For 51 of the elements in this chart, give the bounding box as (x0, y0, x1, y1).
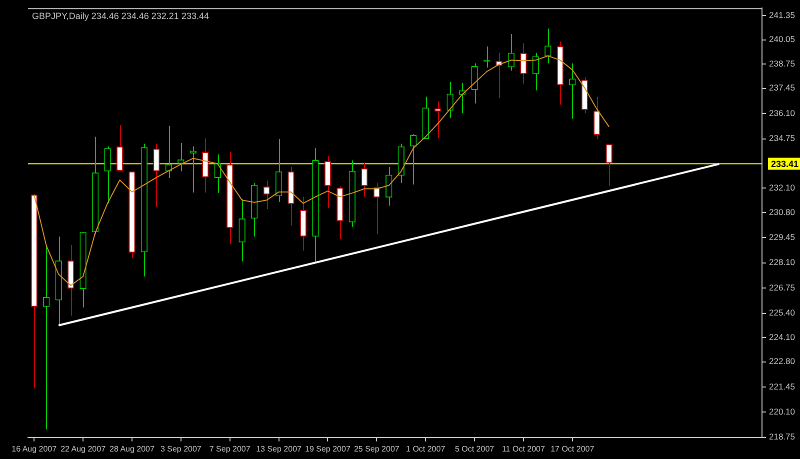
candlestick (361, 162, 368, 198)
x-tick-label: 17 Oct 2007 (550, 444, 595, 454)
y-tick-label: 218.75 (769, 432, 796, 442)
ref-line-label: 233.41 (771, 158, 799, 169)
y-tick-label: 238.75 (769, 58, 796, 68)
chart-title: GBPJPY,Daily 234.46 234.46 232.21 233.44 (32, 11, 209, 22)
y-tick-label: 226.75 (769, 282, 796, 292)
x-tick-label: 16 Aug 2007 (12, 444, 58, 454)
y-tick-label: 225.40 (769, 308, 796, 318)
y-tick-label: 240.05 (769, 34, 796, 44)
y-tick-label: 232.10 (769, 182, 796, 193)
x-tick-label: 19 Sep 2007 (305, 444, 351, 454)
y-tick-label: 229.45 (769, 232, 796, 242)
candlestick (324, 156, 332, 209)
x-tick-label: 5 Oct 2007 (454, 444, 495, 454)
candlestick (42, 246, 50, 430)
candlestick (153, 143, 160, 208)
x-tick-label: 3 Sep 2007 (160, 444, 202, 454)
candlestick (446, 82, 454, 118)
candlestick (593, 96, 600, 140)
candlestick (508, 34, 515, 72)
y-tick-label: 234.75 (769, 133, 796, 144)
y-tick-label: 228.10 (769, 257, 796, 268)
x-tick-label: 22 Aug 2007 (60, 444, 106, 454)
x-tick-label: 7 Sep 2007 (209, 444, 251, 454)
candlestick (116, 124, 124, 172)
y-tick-label: 222.80 (769, 356, 796, 366)
x-tick-label: 11 Oct 2007 (502, 444, 546, 454)
candlestick (178, 142, 184, 172)
candlestick (202, 138, 209, 194)
candlestick (606, 144, 612, 187)
candlestick (190, 146, 197, 194)
candlestick (520, 42, 527, 84)
candlestick (569, 62, 576, 120)
candlestick (471, 62, 478, 104)
candlestick (410, 134, 417, 185)
x-tick-label: 1 Oct 2007 (406, 444, 446, 454)
candlestick (238, 198, 246, 262)
y-tick-label: 241.35 (769, 10, 796, 20)
y-tick-label: 237.45 (769, 82, 796, 93)
y-tick-label: 220.10 (769, 406, 796, 417)
candlestick (263, 180, 270, 210)
x-tick-label: 13 Sep 2007 (256, 444, 302, 454)
y-tick-label: 236.10 (769, 108, 796, 118)
y-tick-label: 230.80 (769, 206, 796, 217)
candlestick (104, 146, 111, 204)
y-tick-label: 221.45 (769, 381, 796, 392)
y-tick-label: 224.10 (769, 332, 796, 342)
x-tick-label: 28 Aug 2007 (110, 444, 155, 454)
x-tick-label: 25 Sep 2007 (354, 444, 400, 454)
candlestick (496, 52, 502, 99)
